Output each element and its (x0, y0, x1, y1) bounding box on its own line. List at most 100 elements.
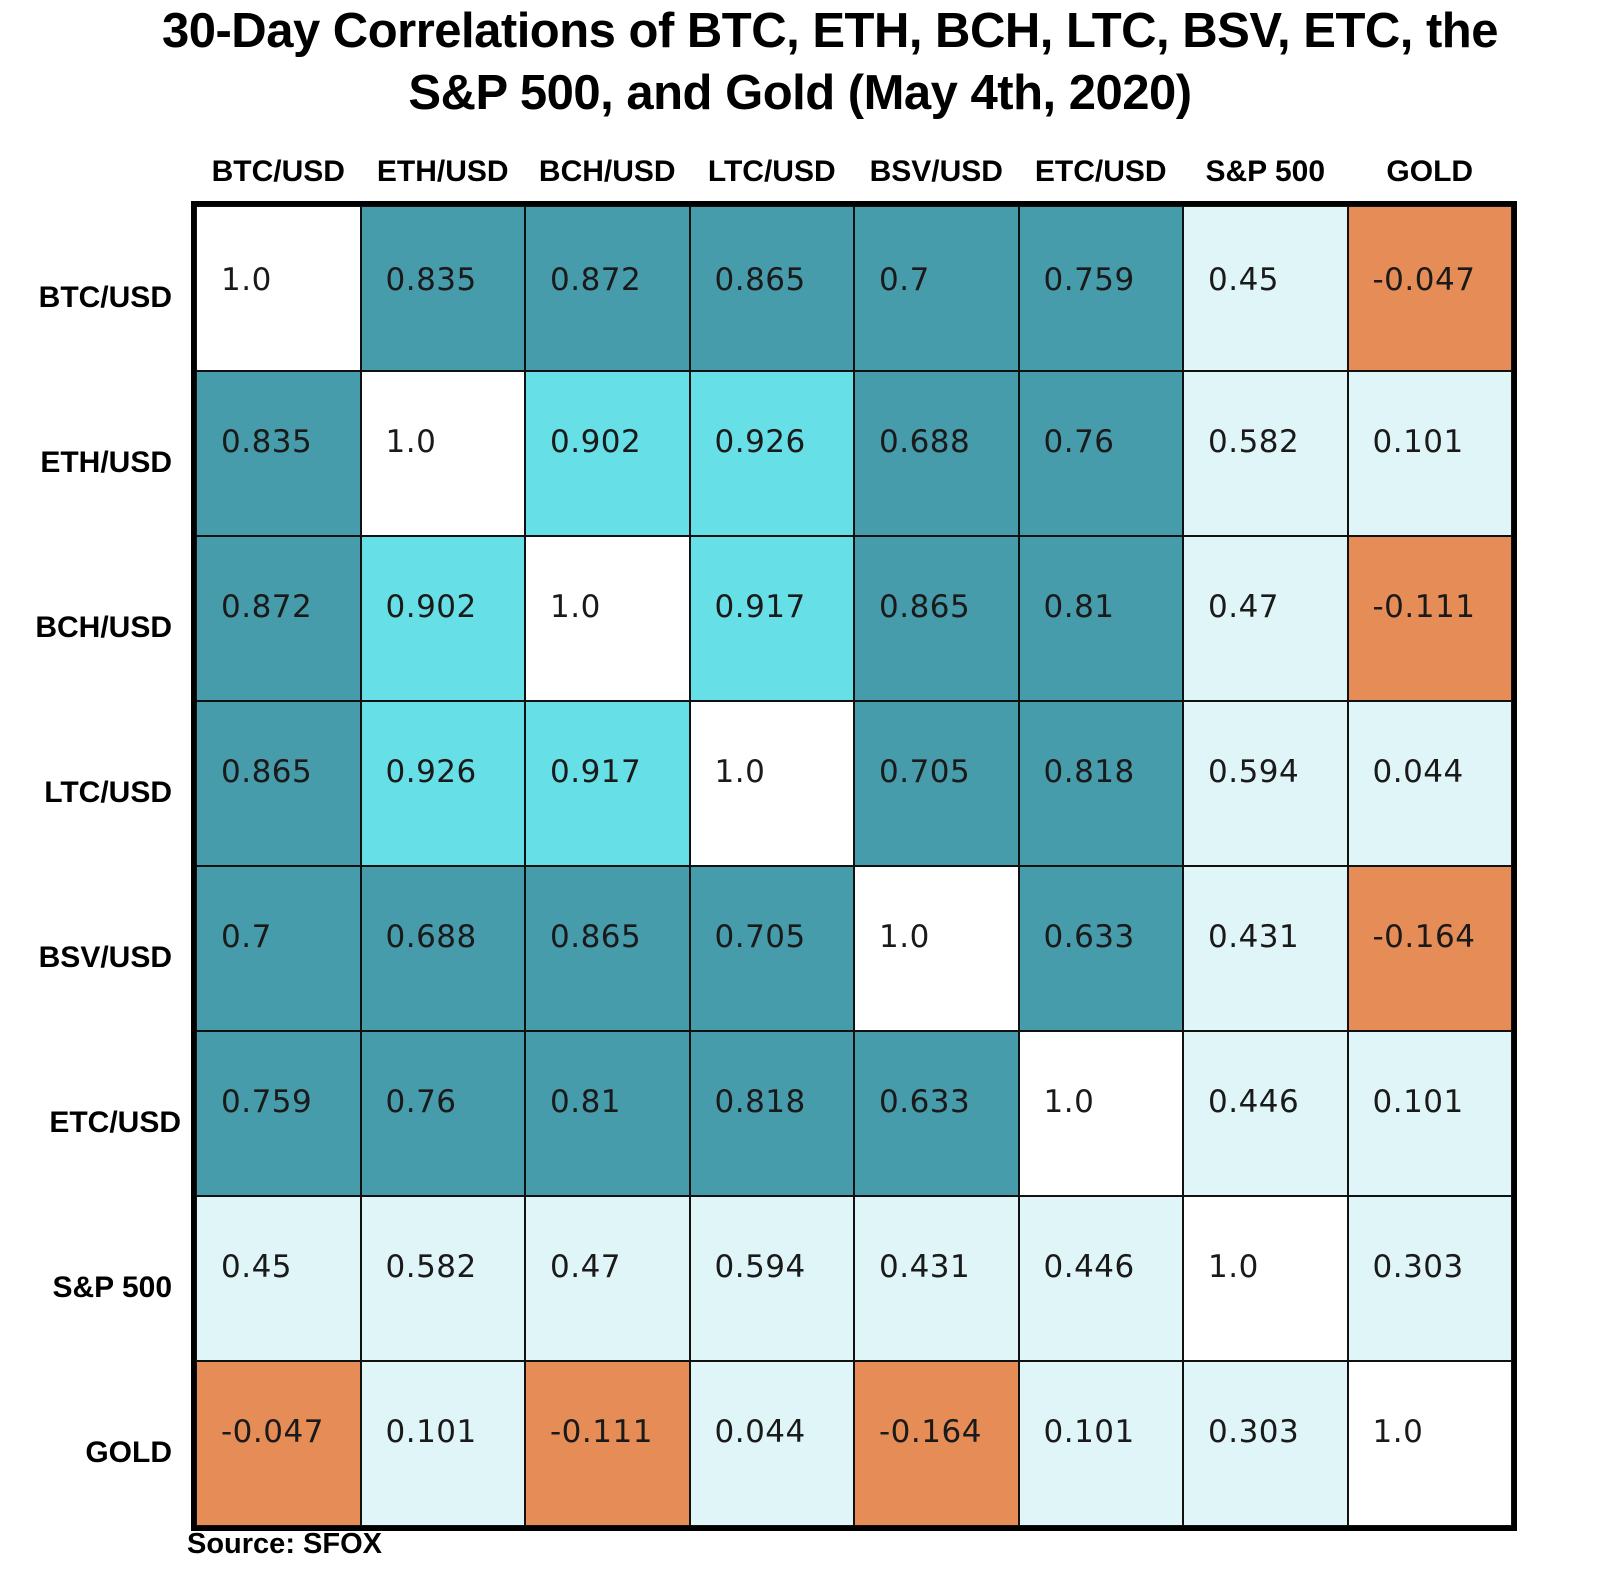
correlation-heatmap: 1.0 0.835 0.872 0.865 0.7 0.759 0.45 -0.047 0.83… (191, 201, 1517, 1531)
heatmap-cell-gold-etc-usd: 0.101 (1018, 1361, 1183, 1526)
heatmap-cell-sandp-500-gold: 0.303 (1347, 1196, 1512, 1361)
cell-value: 0.044 (714, 1414, 806, 1450)
cell-value: 0.431 (879, 1249, 971, 1285)
cell-value: 0.917 (714, 589, 806, 625)
cell-value: 0.688 (879, 424, 971, 460)
heatmap-cell-etc-usd-eth-usd: 0.76 (360, 1031, 525, 1196)
heatmap-cell-bch-usd-etc-usd: 0.81 (1018, 536, 1183, 701)
cell-value: 0.865 (714, 262, 806, 298)
cell-value: 0.101 (1372, 424, 1464, 460)
chart-title-line-1: 30-Day Correlations of BTC, ETH, BCH, LT… (161, 4, 1499, 58)
heatmap-cell-etc-usd-ltc-usd: 0.818 (689, 1031, 854, 1196)
heatmap-cell-bch-usd-eth-usd: 0.902 (360, 536, 525, 701)
heatmap-cell-btc-usd-btc-usd: 1.0 (196, 206, 361, 371)
heatmap-cell-gold-eth-usd: 0.101 (360, 1361, 525, 1526)
column-label-btc-usd: BTC/USD (211, 155, 345, 188)
column-label-sandp-500: S&P 500 (1205, 155, 1326, 188)
cell-value: 0.633 (879, 1084, 971, 1120)
heatmap-cell-etc-usd-sandp-500: 0.446 (1183, 1031, 1348, 1196)
heatmap-cell-btc-usd-eth-usd: 0.835 (360, 206, 525, 371)
heatmap-cell-btc-usd-ltc-usd: 0.865 (689, 206, 854, 371)
heatmap-cell-bch-usd-btc-usd: 0.872 (196, 536, 361, 701)
cell-value: 0.759 (221, 1084, 313, 1120)
heatmap-cell-bsv-usd-btc-usd: 0.7 (196, 866, 361, 1031)
cell-value: 0.431 (1208, 919, 1300, 955)
heatmap-cell-eth-usd-btc-usd: 0.835 (196, 371, 361, 536)
column-label-gold: GOLD (1386, 155, 1474, 188)
column-label-bsv-usd: BSV/USD (869, 155, 1003, 188)
heatmap-cell-etc-usd-bch-usd: 0.81 (525, 1031, 690, 1196)
cell-value: 1.0 (1372, 1414, 1424, 1450)
heatmap-cell-ltc-usd-ltc-usd: 1.0 (689, 701, 854, 866)
heatmap-cell-bsv-usd-ltc-usd: 0.705 (689, 866, 854, 1031)
cell-value: 1.0 (714, 754, 766, 790)
cell-value: 0.865 (879, 589, 971, 625)
heatmap-cell-btc-usd-sandp-500: 0.45 (1183, 206, 1348, 371)
cell-value: 0.926 (385, 754, 477, 790)
heatmap-cell-ltc-usd-eth-usd: 0.926 (360, 701, 525, 866)
cell-value: 0.594 (1208, 754, 1300, 790)
row-label-gold: GOLD (85, 1435, 172, 1469)
cell-value: 0.76 (1043, 424, 1115, 460)
cell-value: 0.902 (550, 424, 642, 460)
cell-value: 0.446 (1208, 1084, 1300, 1120)
cell-value: 0.7 (879, 262, 930, 298)
cell-value: 0.044 (1372, 754, 1464, 790)
row-label-ltc-usd: LTC/USD (44, 775, 172, 809)
cell-value: 1.0 (221, 262, 272, 298)
heatmap-cell-bch-usd-gold: -0.111 (1347, 536, 1512, 701)
heatmap-cell-btc-usd-bch-usd: 0.872 (525, 206, 690, 371)
cell-value: 0.818 (1043, 754, 1135, 790)
heatmap-cell-eth-usd-sandp-500: 0.582 (1183, 371, 1348, 536)
cell-value: 1.0 (550, 589, 601, 625)
heatmap-cell-eth-usd-etc-usd: 0.76 (1018, 371, 1183, 536)
row-label-btc-usd: BTC/USD (38, 280, 172, 314)
heatmap-cell-sandp-500-bch-usd: 0.47 (525, 1196, 690, 1361)
cell-value: 0.818 (714, 1084, 806, 1120)
heatmap-cell-sandp-500-etc-usd: 0.446 (1018, 1196, 1183, 1361)
row-label-bsv-usd: BSV/USD (38, 940, 172, 974)
cell-value: 0.835 (221, 424, 313, 460)
column-label-ltc-usd: LTC/USD (707, 155, 836, 188)
heatmap-cell-gold-gold: 1.0 (1347, 1361, 1512, 1526)
chart-title-line-2: S&P 500, and Gold (May 4th, 2020) (408, 66, 1192, 120)
cell-value: 0.7 (221, 919, 272, 955)
cell-value: 0.902 (385, 589, 477, 625)
cell-value: 0.101 (1372, 1084, 1464, 1120)
cell-value: 0.47 (1208, 589, 1280, 625)
cell-value: 0.865 (221, 754, 313, 790)
heatmap-cell-bch-usd-bch-usd: 1.0 (525, 536, 690, 701)
row-label-etc-usd: ETC/USD (49, 1105, 181, 1139)
cell-value: 0.688 (385, 919, 477, 955)
heatmap-cell-ltc-usd-bch-usd: 0.917 (525, 701, 690, 866)
cell-value: 1.0 (1043, 1084, 1095, 1120)
heatmap-cell-etc-usd-etc-usd: 1.0 (1018, 1031, 1183, 1196)
heatmap-cell-eth-usd-ltc-usd: 0.926 (689, 371, 854, 536)
cell-value: 0.705 (714, 919, 806, 955)
cell-value: 0.917 (550, 754, 642, 790)
heatmap-cell-ltc-usd-gold: 0.044 (1347, 701, 1512, 866)
heatmap-cell-bsv-usd-bsv-usd: 1.0 (854, 866, 1019, 1031)
cell-value: 0.872 (221, 589, 313, 625)
cell-value: -0.111 (550, 1414, 653, 1450)
heatmap-cell-ltc-usd-sandp-500: 0.594 (1183, 701, 1348, 866)
heatmap-cell-bsv-usd-gold: -0.164 (1347, 866, 1512, 1031)
heatmap-cell-gold-sandp-500: 0.303 (1183, 1361, 1348, 1526)
row-label-eth-usd: ETH/USD (40, 445, 172, 479)
cell-value: -0.047 (221, 1414, 324, 1450)
cell-value: 1.0 (385, 424, 437, 460)
row-label-bch-usd: BCH/USD (35, 610, 172, 644)
heatmap-cell-etc-usd-gold: 0.101 (1347, 1031, 1512, 1196)
cell-value: -0.047 (1372, 262, 1476, 298)
cell-value: 0.759 (1043, 262, 1135, 298)
heatmap-cell-btc-usd-gold: -0.047 (1347, 206, 1512, 371)
heatmap-cell-bsv-usd-etc-usd: 0.633 (1018, 866, 1183, 1031)
cell-value: 0.446 (1043, 1249, 1135, 1285)
chart-title: 30-Day Correlations of BTC, ETH, BCH, LT… (0, 0, 1600, 124)
cell-value: 1.0 (1208, 1249, 1259, 1285)
cell-value: -0.164 (879, 1414, 982, 1450)
cell-value: 0.926 (714, 424, 806, 460)
column-label-eth-usd: ETH/USD (376, 155, 509, 188)
heatmap-cell-bsv-usd-eth-usd: 0.688 (360, 866, 525, 1031)
cell-value: 0.45 (1208, 262, 1280, 298)
